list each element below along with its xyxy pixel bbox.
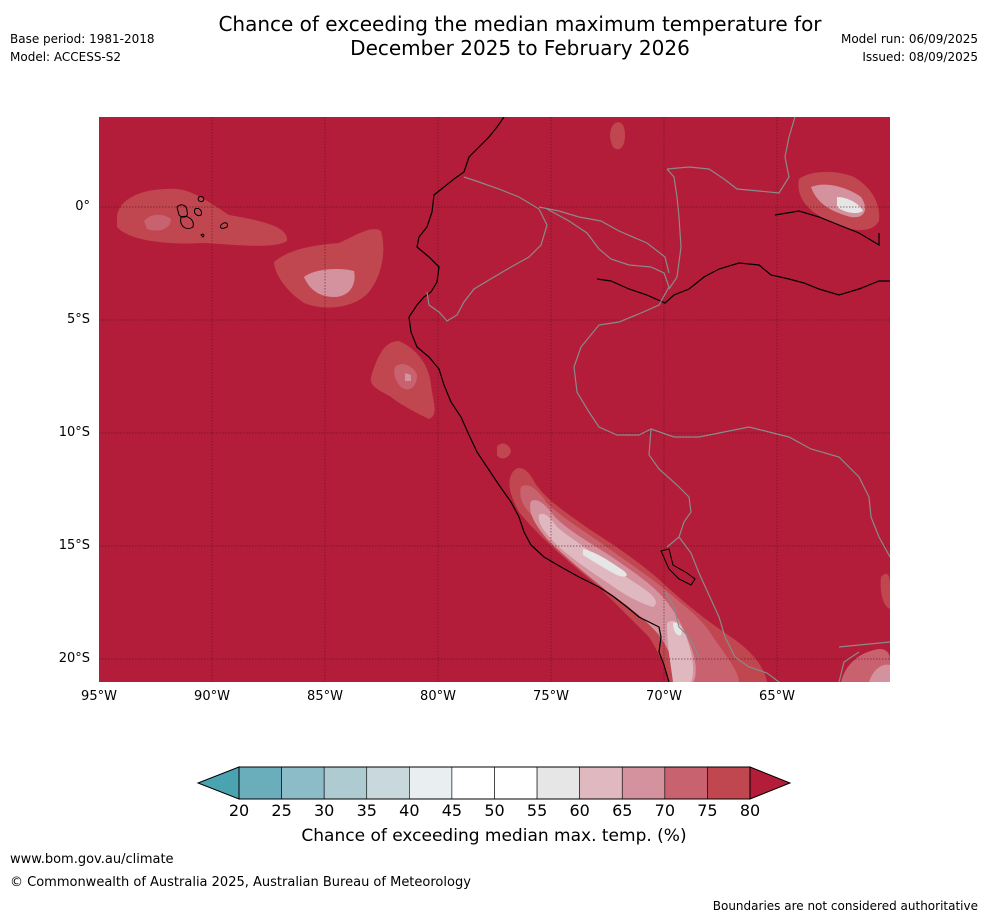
colorbar-tick-60: 60 — [569, 801, 590, 820]
colorbar-cell-7 — [536, 766, 580, 800]
contour-small-coast — [497, 443, 511, 459]
right-metadata: Model run: 06/09/2025 Issued: 08/09/2025 — [841, 30, 978, 66]
lat-label-0: 0° — [75, 199, 90, 214]
contour-galapagos-inner — [144, 214, 171, 231]
model-text: Model: ACCESS-S2 — [10, 50, 122, 64]
national-boundaries — [426, 117, 890, 682]
colorbar-tick-20: 20 — [228, 801, 250, 820]
colorbar-label: Chance of exceeding median max. temp. (%… — [301, 826, 687, 846]
lon-label-75w: 75°W — [533, 689, 569, 704]
colorbar-high-arrow — [749, 766, 792, 800]
colorbar-tick-70: 70 — [654, 801, 675, 820]
contour-southeast — [880, 573, 890, 609]
colorbar-cell-0 — [238, 766, 282, 800]
contour-andes-south-core — [673, 622, 682, 636]
colorbar-tick-75: 75 — [697, 801, 718, 820]
colorbar-frame — [238, 766, 751, 800]
northeast-river — [774, 210, 880, 247]
colorbar-cell-2 — [323, 766, 368, 800]
lon-label-85w: 85°W — [307, 689, 343, 704]
lon-label-80w: 80°W — [420, 689, 456, 704]
colorbar-cell-4 — [409, 766, 453, 800]
lon-label-65w: 65°W — [759, 689, 795, 704]
lat-label-10s: 10°S — [58, 425, 90, 440]
left-metadata: Base period: 1981-2018 Model: ACCESS-S2 — [10, 30, 155, 66]
colorbar-cells — [238, 766, 751, 800]
amazon-river — [596, 262, 890, 304]
footer-copyright: © Commonwealth of Australia 2025, Austra… — [10, 875, 471, 890]
colorbar-tick-55: 55 — [526, 801, 548, 820]
colorbar-cell-11 — [707, 766, 751, 800]
colorbar-cell-3 — [366, 766, 410, 800]
contour-small-north — [610, 122, 625, 150]
footer-url[interactable]: www.bom.gov.au/climate — [10, 852, 174, 867]
title-line-1: Chance of exceeding the median maximum t… — [218, 12, 822, 36]
contour-galapagos — [117, 188, 288, 246]
lon-label-70w: 70°W — [646, 689, 682, 704]
base-period-text: Base period: 1981-2018 — [10, 32, 155, 46]
coastline — [408, 117, 670, 682]
colorbar-cell-5 — [451, 766, 495, 800]
model-run-text: Model run: 06/09/2025 — [840, 32, 978, 46]
colorbar-low-arrow — [196, 766, 240, 800]
colorbar-cell-8 — [579, 766, 623, 800]
galapagos-islands — [176, 196, 228, 238]
colorbar-tick-35: 35 — [356, 801, 377, 820]
forecast-map — [99, 117, 890, 682]
colorbar-cell-6 — [494, 766, 538, 800]
map-background — [99, 117, 890, 682]
colorbar-tick-50: 50 — [484, 801, 505, 820]
contour-ocean-1 — [274, 229, 384, 308]
contour-andes-55 — [583, 549, 627, 577]
issued-text: Issued: 08/09/2025 — [862, 50, 978, 64]
contour-andes-south — [667, 620, 694, 682]
colorbar-cell-9 — [621, 766, 666, 800]
colorbar-tick-40: 40 — [399, 801, 420, 820]
lake-titicaca — [660, 548, 696, 586]
lat-label-5s: 5°S — [66, 312, 90, 327]
colorbar-cell-10 — [664, 766, 708, 800]
colorbar-tick-45: 45 — [441, 801, 463, 820]
colorbar-tick-25: 25 — [271, 801, 292, 820]
contour-ocean-2-core — [405, 373, 411, 381]
lon-label-90w: 90°W — [194, 689, 230, 704]
contour-ocean-1-inner — [304, 269, 355, 297]
footer-note: Boundaries are not considered authoritat… — [712, 899, 978, 913]
contour-northeast-core — [837, 197, 863, 214]
lon-label-95w: 95°W — [81, 689, 117, 704]
lat-label-20s: 20°S — [58, 651, 90, 666]
colorbar-cell-1 — [281, 766, 325, 800]
colorbar-tick-30: 30 — [313, 801, 335, 820]
colorbar-tick-65: 65 — [612, 801, 633, 820]
contour-southeast-2-inner — [869, 664, 890, 682]
chart-title: Chance of exceeding the median maximum t… — [0, 12, 988, 60]
lat-label-15s: 15°S — [58, 538, 90, 553]
colorbar-tick-80: 80 — [739, 801, 761, 820]
title-line-2: December 2025 to February 2026 — [350, 36, 690, 60]
colorbar — [196, 766, 792, 800]
